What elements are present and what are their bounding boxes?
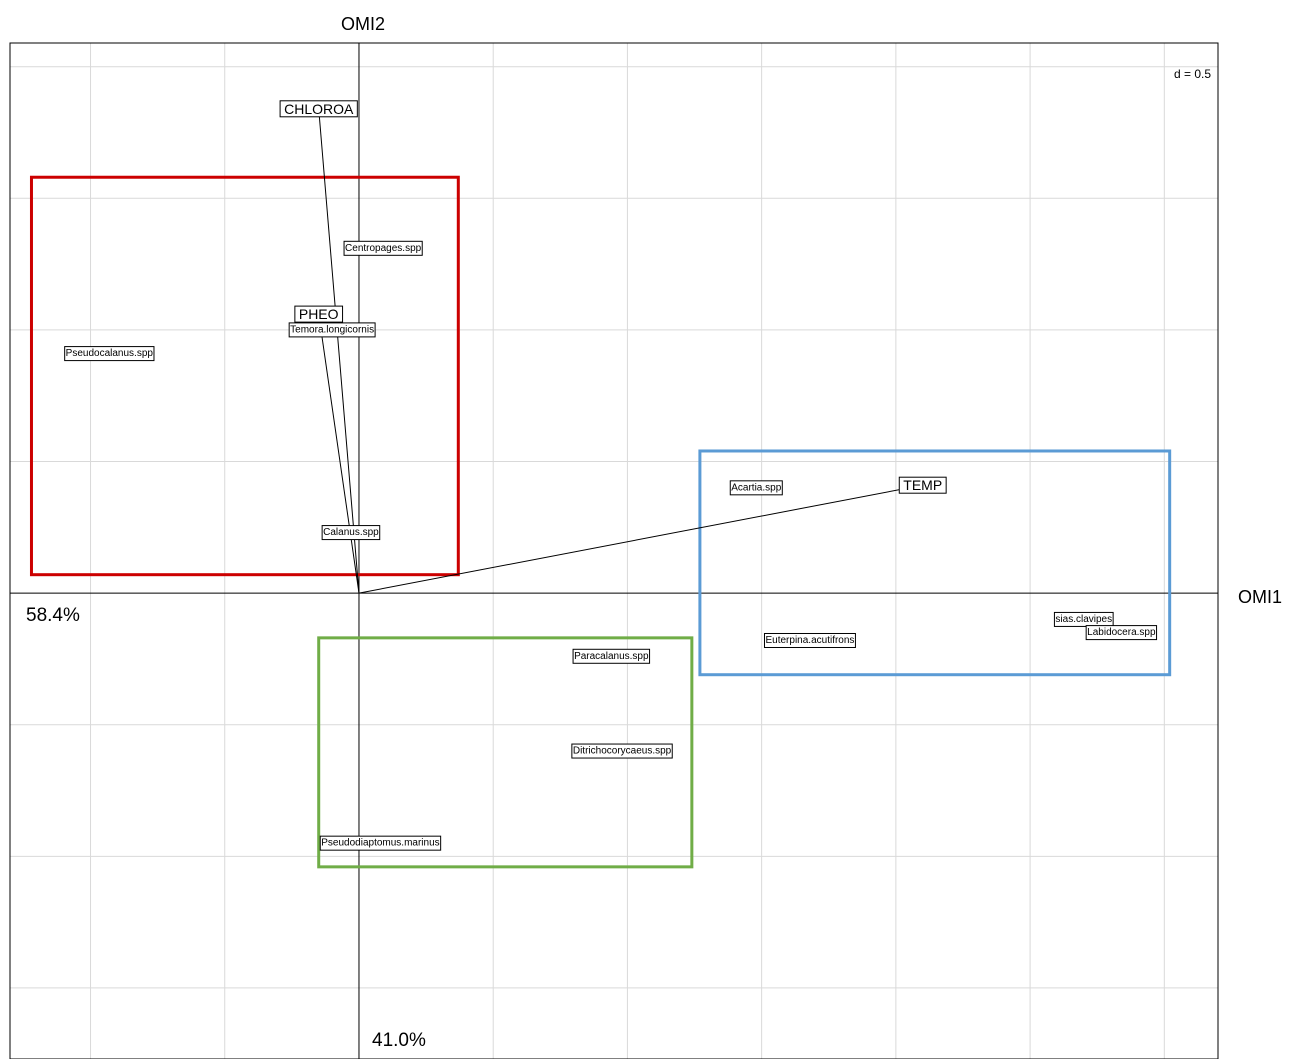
species-label: sias.clavipes — [1053, 611, 1114, 627]
species-label: Temora.longicornis — [288, 322, 376, 338]
species-label-text: Centropages.spp — [345, 243, 422, 254]
y-axis-title: OMI2 — [341, 14, 385, 34]
variable-arrow — [318, 314, 360, 594]
axis1-inertia-label: 58.4% — [26, 605, 80, 626]
plot-frame — [9, 42, 1219, 1059]
species-label: Ditrichocorycaeus.spp — [571, 743, 673, 759]
species-label: Labidocera.spp — [1085, 625, 1158, 641]
point-labels: Centropages.spp Temora.longicornis Pseudoc… — [64, 100, 1158, 851]
variable-label: CHLOROA — [279, 100, 358, 118]
species-label-text: Paracalanus.spp — [574, 651, 649, 662]
axis2-inertia-label: 41.0% — [372, 1030, 426, 1051]
variable-label-box — [294, 305, 344, 323]
species-label-box — [729, 480, 783, 496]
variable-label: TEMP — [898, 476, 947, 494]
species-label-text: Acartia.spp — [731, 482, 781, 493]
variable-label: PHEO — [294, 305, 344, 323]
group-box — [29, 175, 460, 577]
variable-label-text: TEMP — [903, 477, 942, 493]
grid — [10, 43, 1218, 1059]
species-label-box — [1085, 625, 1158, 641]
species-label: Pseudodiaptomus.marinus — [319, 835, 442, 851]
group-box — [698, 449, 1172, 677]
species-label-box — [319, 835, 442, 851]
species-label-text: Ditrichocorycaeus.spp — [573, 746, 672, 757]
origin-axes — [10, 43, 1218, 1059]
species-label: Paracalanus.spp — [572, 648, 651, 664]
species-label-text: sias.clavipes — [1055, 614, 1112, 625]
variable-label-box — [279, 100, 358, 118]
species-label: Calanus.spp — [321, 525, 381, 541]
species-label-text: Calanus.spp — [323, 527, 379, 538]
species-label-box — [64, 346, 155, 362]
species-label-text: Euterpina.acutifrons — [765, 635, 854, 646]
species-label-box — [1053, 611, 1114, 627]
species-label: Pseudocalanus.spp — [64, 346, 155, 362]
environment-arrows — [315, 107, 925, 594]
variable-label-text: PHEO — [299, 306, 339, 322]
x-axis-title: OMI1 — [1238, 587, 1282, 607]
variable-label-text: CHLOROA — [284, 101, 354, 117]
species-label-box — [288, 322, 376, 338]
species-label-text: Temora.longicornis — [290, 324, 374, 335]
variable-arrow — [318, 108, 360, 594]
variable-arrow — [358, 484, 923, 594]
species-label: Euterpina.acutifrons — [763, 632, 856, 648]
grid-scale-label: d = 0.5 — [1174, 67, 1211, 81]
species-label-box — [321, 525, 381, 541]
species-label-text: Pseudocalanus.spp — [66, 348, 154, 359]
group-boxes — [29, 175, 1172, 869]
species-label: Centropages.spp — [343, 240, 423, 256]
variable-label-box — [898, 476, 947, 494]
species-label-box — [763, 632, 856, 648]
species-label-box — [571, 743, 673, 759]
species-label-box — [343, 240, 423, 256]
group-box — [317, 636, 694, 869]
species-label: Acartia.spp — [729, 480, 783, 496]
species-label-text: Pseudodiaptomus.marinus — [321, 838, 439, 849]
species-label-text: Labidocera.spp — [1087, 627, 1156, 638]
species-label-box — [572, 648, 651, 664]
